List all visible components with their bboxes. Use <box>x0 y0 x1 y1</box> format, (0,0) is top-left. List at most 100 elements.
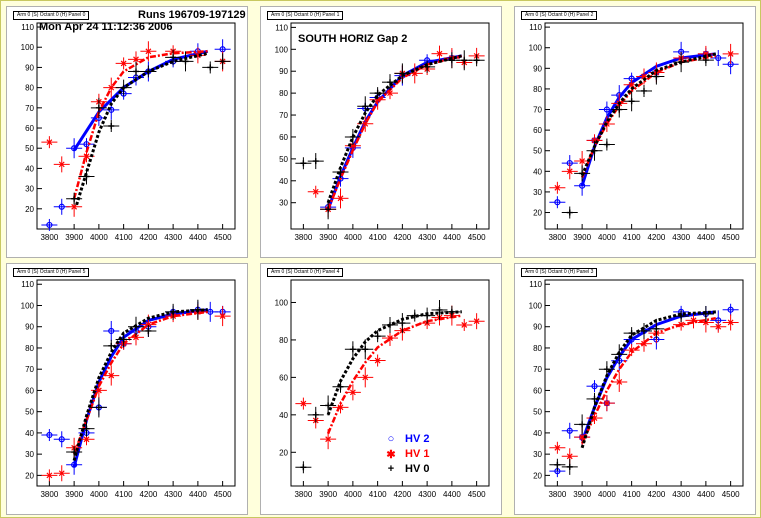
data-point <box>653 325 660 332</box>
fit-curve <box>75 51 209 206</box>
x-tick-label: 4500 <box>722 490 740 499</box>
plot-svg: 3800 3900 4000 4100 4200 4300 4400 4500 30 40 50 60… <box>275 22 490 242</box>
data-point <box>715 54 722 62</box>
data-point <box>133 56 139 63</box>
x-tick-label: 4500 <box>722 233 740 242</box>
y-tick-label: 110 <box>529 23 542 32</box>
y-tick-label: 100 <box>21 301 35 310</box>
legend-item-hv1: ✱ HV 1 <box>385 448 445 463</box>
data-point <box>554 199 561 206</box>
y-tick-label: 70 <box>533 106 542 115</box>
y-tick-label: 60 <box>25 124 34 133</box>
legend-item-hv2: ○ HV 2 <box>385 433 445 448</box>
x-tick-label: 4500 <box>468 233 486 242</box>
x-tick-label: 4000 <box>598 490 616 499</box>
data-point <box>566 427 573 434</box>
x-tick-label: 4500 <box>468 490 486 499</box>
y-tick-label: 80 <box>25 344 34 353</box>
data-point <box>83 425 90 432</box>
y-tick-label: 70 <box>279 111 288 120</box>
data-point <box>349 346 356 353</box>
panel-title: Arm 0 (S) Octant 0 (H) Panel 3 <box>521 268 598 277</box>
data-point <box>678 313 685 320</box>
data-point <box>312 411 319 418</box>
x-tick-label: 4100 <box>623 490 641 499</box>
plot-svg: 3800 3900 4000 4100 4200 4300 4400 4500 20 30 40 50… <box>529 279 744 499</box>
y-tick-label: 20 <box>533 209 542 218</box>
data-point <box>325 436 332 443</box>
y-tick-label: 40 <box>25 429 34 438</box>
data-point <box>312 188 319 195</box>
panel-title: Arm 0 (S) Octant 0 (H) Panel 4 <box>267 268 344 277</box>
y-tick-label: 30 <box>25 450 34 459</box>
data-point <box>616 379 623 385</box>
panel-2: Arm 0 (S) Octant 0 (H) Panel 2 3800 3900 40… <box>514 6 756 258</box>
x-tick-label: 4100 <box>369 490 387 499</box>
y-tick-label: 40 <box>279 177 288 186</box>
x-tick-label: 4000 <box>90 233 108 242</box>
x-tick-label: 4200 <box>139 490 157 499</box>
x-tick-label: 3800 <box>548 490 566 499</box>
x-tick-label: 4500 <box>214 233 232 242</box>
data-point <box>653 73 660 80</box>
plot-frame <box>290 22 490 230</box>
panel-3: Arm 0 (S) Octant 0 (H) Panel 3 3800 3900 40… <box>514 263 756 515</box>
data-point <box>219 313 226 320</box>
y-tick-label: 100 <box>529 44 543 53</box>
x-tick-label: 4300 <box>672 233 690 242</box>
x-tick-label: 4200 <box>647 233 665 242</box>
x-tick-label: 4300 <box>418 490 436 499</box>
y-tick-label: 110 <box>529 280 542 289</box>
x-tick-label: 3900 <box>573 233 591 242</box>
data-point <box>566 453 573 460</box>
y-tick-label: 60 <box>533 386 542 395</box>
x-tick-label: 4300 <box>164 490 182 499</box>
plot-frame <box>290 279 490 487</box>
y-tick-label: 30 <box>533 450 542 459</box>
fit-curve <box>326 54 463 204</box>
data-point <box>325 402 332 409</box>
data-point <box>219 58 226 65</box>
data-point <box>300 400 307 407</box>
data-point <box>566 463 573 470</box>
data-point <box>46 431 53 439</box>
data-point <box>58 203 65 210</box>
x-tick-label: 3900 <box>573 490 591 499</box>
x-tick-label: 3900 <box>319 490 337 499</box>
y-tick-label: 40 <box>533 429 542 438</box>
data-point <box>325 206 332 213</box>
y-tick-label: 100 <box>275 45 289 54</box>
y-tick-label: 20 <box>25 471 34 480</box>
y-tick-label: 110 <box>275 23 288 32</box>
data-point <box>46 139 53 146</box>
legend-label: HV 0 <box>405 463 430 475</box>
data-point <box>362 103 369 110</box>
y-tick-label: 30 <box>25 185 34 194</box>
x-tick-label: 3800 <box>294 233 312 242</box>
legend: ○ HV 2 ✱ HV 1 + HV 0 <box>385 433 445 478</box>
data-point <box>46 221 53 229</box>
fit-curve <box>326 310 462 416</box>
panel-title: Arm 0 (S) Octant 0 (H) Panel 0 <box>13 11 90 20</box>
y-tick-label: 50 <box>25 144 34 153</box>
y-tick-label: 80 <box>25 84 34 93</box>
x-tick-label: 4300 <box>672 490 690 499</box>
data-point <box>120 336 127 343</box>
data-point <box>566 168 573 175</box>
data-point <box>300 160 307 167</box>
data-point <box>337 195 344 202</box>
y-tick-label: 70 <box>533 365 542 374</box>
data-point <box>603 106 610 113</box>
data-point <box>108 342 115 349</box>
y-tick-label: 20 <box>279 448 288 457</box>
panel-title: Arm 0 (S) Octant 0 (H) Panel 2 <box>521 11 598 20</box>
plot-svg: 3800 3900 4000 4100 4200 4300 4400 4500 20 30 40 50… <box>21 22 236 242</box>
star-marker-icon: ✱ <box>386 449 396 461</box>
x-tick-label: 4100 <box>369 233 387 242</box>
y-tick-label: 90 <box>533 64 542 73</box>
y-tick-label: 60 <box>279 133 288 142</box>
y-tick-label: 20 <box>533 471 542 480</box>
x-tick-label: 4100 <box>115 490 133 499</box>
data-point <box>616 106 623 113</box>
data-point <box>312 158 319 165</box>
